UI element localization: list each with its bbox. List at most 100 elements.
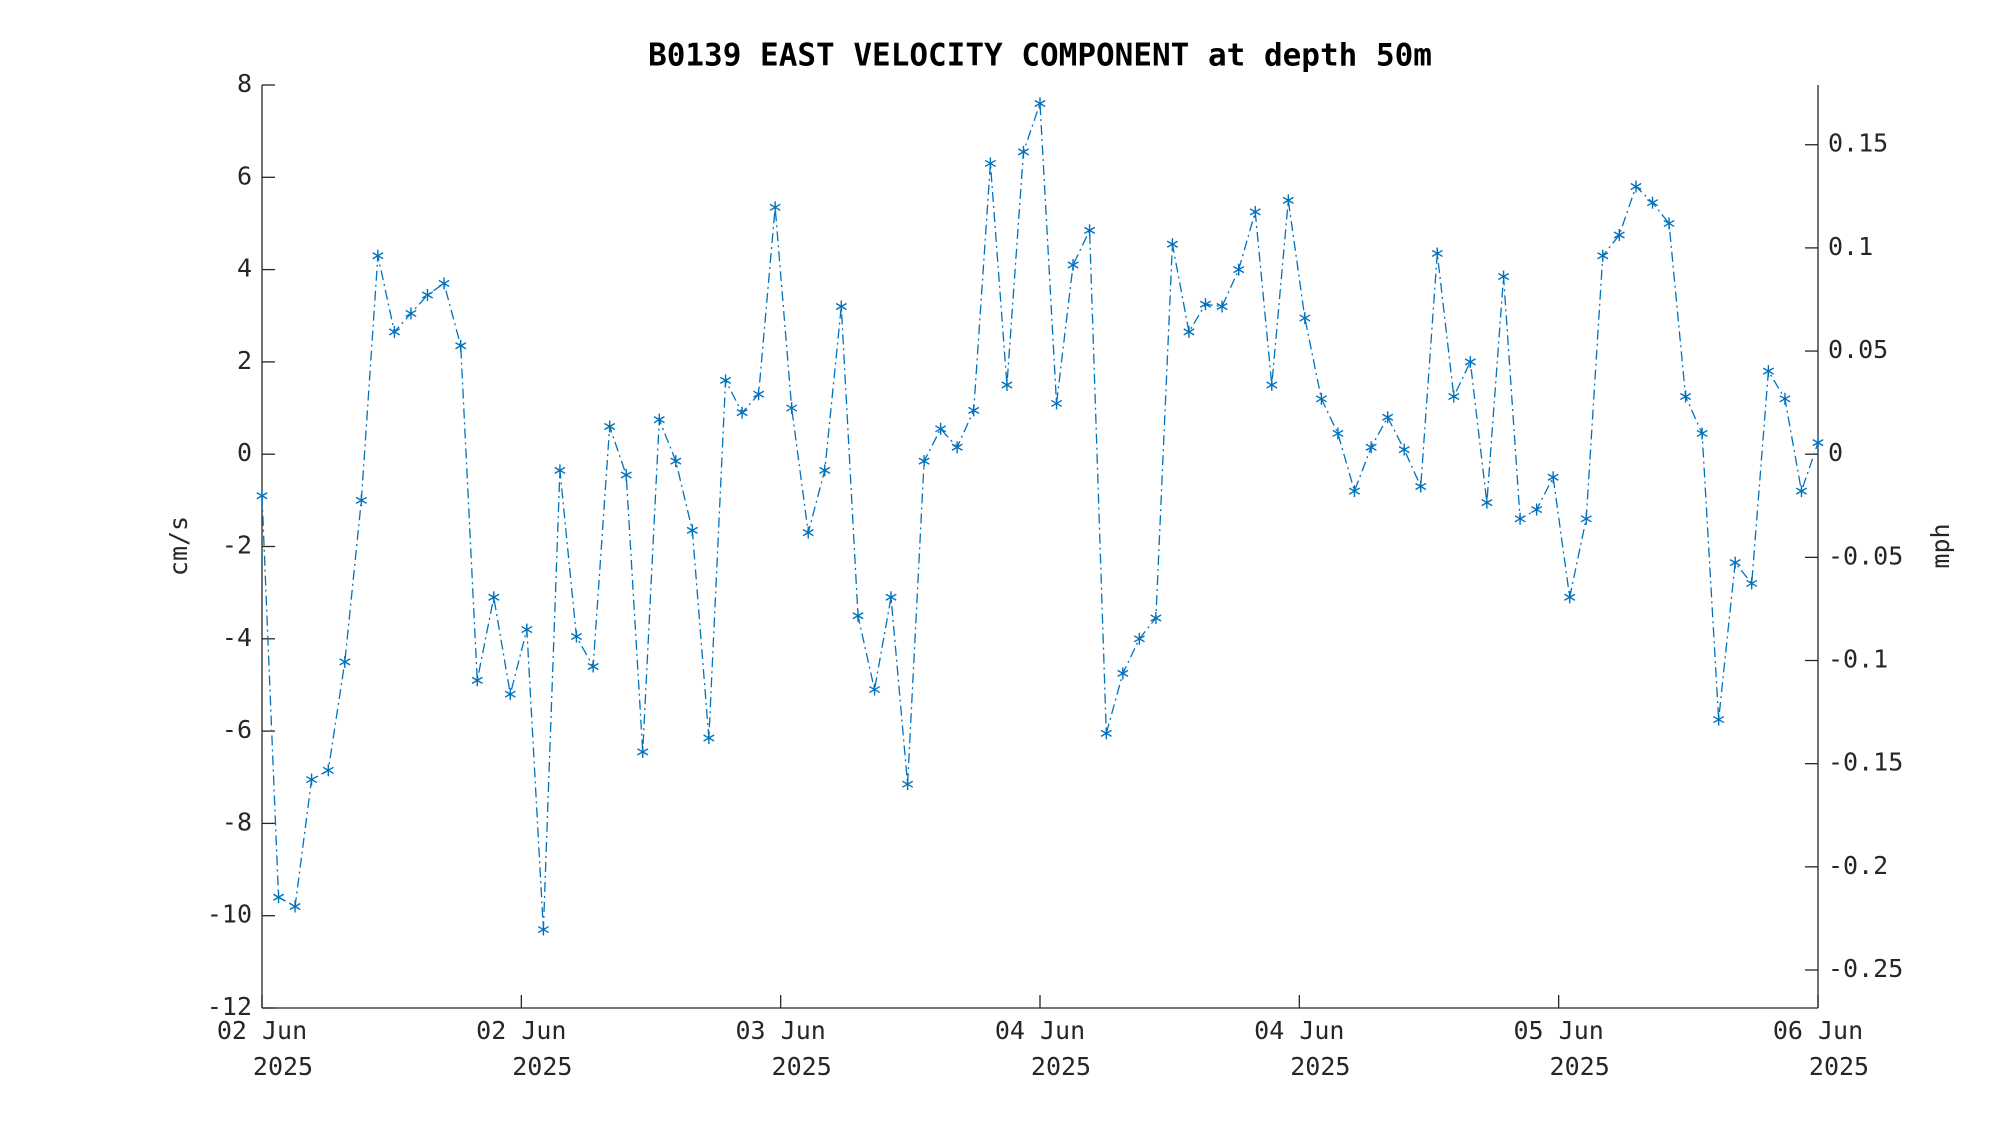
y2-tick-label: 0 <box>1828 438 1843 467</box>
data-point <box>355 494 367 507</box>
data-point <box>272 891 285 904</box>
y2-tick-label: -0.2 <box>1828 851 1888 880</box>
data-point <box>918 455 930 468</box>
data-point <box>802 526 814 539</box>
data-point <box>1100 727 1112 740</box>
data-point <box>1315 392 1327 405</box>
data-point <box>455 339 467 352</box>
data-point <box>1299 312 1311 325</box>
data-point <box>488 591 500 604</box>
y2-tick-label: -0.25 <box>1828 954 1903 983</box>
data-point <box>1133 632 1145 645</box>
data-point <box>1696 427 1708 440</box>
data-point <box>1398 443 1410 456</box>
data-point <box>719 374 732 387</box>
y-tick-label: -12 <box>207 992 252 1021</box>
data-point <box>1233 263 1245 276</box>
data-point <box>637 745 649 758</box>
data-point <box>1580 512 1592 525</box>
data-point <box>537 923 549 936</box>
data-point <box>1332 427 1344 440</box>
data-point <box>1646 196 1659 209</box>
data-point <box>1812 436 1824 449</box>
data-point <box>1795 485 1808 498</box>
x-tick-label: 04 Jun 2025 <box>995 1016 1091 1081</box>
data-point <box>1630 180 1642 193</box>
data-point <box>1249 205 1261 218</box>
data-point <box>653 413 665 426</box>
chart-title: B0139 EAST VELOCITY COMPONENT at depth 5… <box>648 38 1432 74</box>
x-tick-label: 03 Jun 2025 <box>736 1016 832 1081</box>
data-point <box>968 404 980 417</box>
data-point <box>984 157 996 170</box>
data-point <box>686 524 698 537</box>
y-tick-label: 4 <box>237 254 252 283</box>
data-point <box>1564 591 1576 604</box>
data-point <box>1365 441 1377 454</box>
data-point <box>868 683 881 696</box>
data-point <box>521 623 533 636</box>
x-tick-label: 06 Jun 2025 <box>1773 1016 1869 1081</box>
y2-tick-label: -0.05 <box>1828 541 1903 570</box>
data-point <box>703 732 715 745</box>
x-tick-label: 02 Jun 2025 <box>476 1016 572 1081</box>
data-point <box>852 609 864 622</box>
data-point <box>388 325 400 338</box>
data-point <box>1531 503 1543 516</box>
data-point <box>1266 378 1278 391</box>
data-point <box>786 402 798 415</box>
y-tick-label: 6 <box>237 161 252 190</box>
data-point <box>753 388 765 401</box>
data-point <box>1464 355 1476 368</box>
data-point <box>1282 194 1294 207</box>
data-point <box>835 300 847 313</box>
y-axis-label: cm/s <box>164 516 193 576</box>
data-point <box>256 489 268 502</box>
data-point <box>1779 392 1791 405</box>
data-point <box>1348 485 1361 498</box>
data-point <box>819 464 831 477</box>
data-point <box>504 688 516 701</box>
data-point <box>1481 496 1493 509</box>
data-point <box>620 468 632 481</box>
data-point <box>1713 713 1725 726</box>
data-point <box>1431 247 1443 260</box>
y-tick-label: 8 <box>237 69 252 98</box>
y2-tick-label: 0.15 <box>1828 129 1888 158</box>
data-point <box>885 591 897 604</box>
data-point <box>1613 228 1625 241</box>
y2-axis-label: mph <box>1926 523 1955 568</box>
data-point <box>289 900 301 913</box>
data-point <box>372 249 384 262</box>
y-tick-label: 0 <box>237 438 252 467</box>
data-point <box>1382 411 1394 424</box>
data-point <box>438 277 450 290</box>
x-tick-label: 04 Jun 2025 <box>1254 1016 1350 1081</box>
data-point <box>902 778 914 791</box>
data-point <box>421 288 434 301</box>
data-point <box>1166 238 1178 251</box>
data-point <box>1117 667 1129 680</box>
data-point <box>339 655 351 668</box>
y-tick-label: -2 <box>222 531 252 560</box>
data-point <box>1547 471 1559 484</box>
data-point <box>471 674 483 687</box>
data-point <box>670 455 682 468</box>
data-point <box>1746 577 1758 590</box>
y2-tick-label: 0.1 <box>1828 232 1873 261</box>
data-point <box>1017 145 1030 158</box>
data-point <box>1597 249 1609 262</box>
x-tick-label: 02 Jun 2025 <box>217 1016 313 1081</box>
data-point <box>1150 612 1162 625</box>
data-point <box>1216 300 1228 313</box>
data-point <box>604 420 616 433</box>
data-point <box>1497 270 1510 283</box>
y-tick-label: -6 <box>222 715 252 744</box>
data-point <box>935 422 947 435</box>
data-point <box>1067 258 1079 271</box>
y-tick-label: -10 <box>207 900 252 929</box>
data-point <box>587 660 599 673</box>
y-tick-label: -4 <box>222 623 252 652</box>
data-point <box>1050 397 1063 410</box>
